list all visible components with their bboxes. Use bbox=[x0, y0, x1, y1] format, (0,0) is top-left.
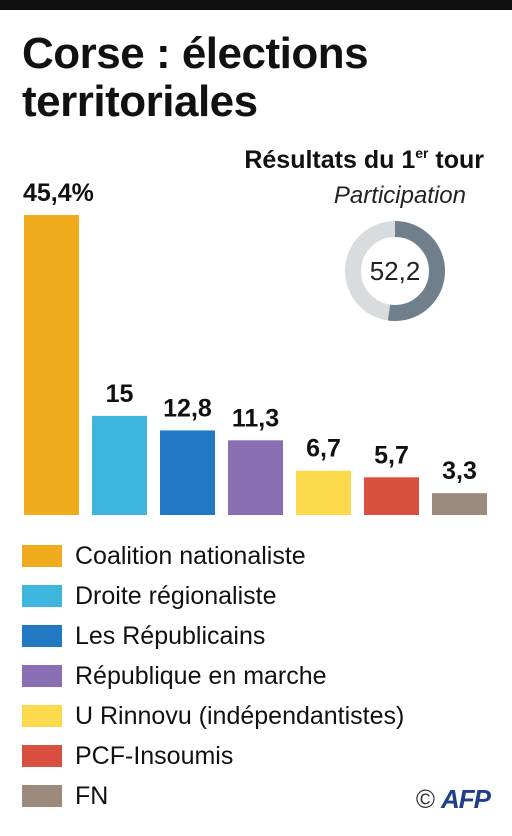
legend-item-republique-en-marche: République en marche bbox=[22, 656, 404, 696]
value-label-pcf-insoumis: 5,7 bbox=[374, 441, 409, 469]
legend-label-droite-regionaliste: Droite régionaliste bbox=[75, 581, 277, 610]
afp-logo: AFP bbox=[441, 784, 491, 814]
bar-pcf-insoumis bbox=[364, 477, 419, 515]
participation-donut-fill bbox=[345, 221, 445, 321]
legend-swatch-droite-regionaliste bbox=[22, 585, 62, 607]
legend-swatch-fn bbox=[22, 785, 62, 807]
value-label-coalition-nationaliste: 45,4% bbox=[23, 179, 94, 207]
value-label-u-rinnovu-independantistes: 6,7 bbox=[306, 435, 341, 463]
legend-label-pcf-insoumis: PCF-Insoumis bbox=[75, 741, 234, 770]
bar-les-republicains bbox=[160, 430, 215, 515]
legend-swatch-u-rinnovu-independantistes bbox=[22, 705, 62, 727]
credit: © AFP bbox=[415, 784, 491, 815]
participation-value: 52,2 bbox=[370, 256, 421, 286]
legend-swatch-republique-en-marche bbox=[22, 665, 62, 687]
value-label-republique-en-marche: 11,3 bbox=[232, 404, 279, 432]
bar-chart: 45,4% 15 12,8 11,3 6,7 5,7 3,3 52,2 bbox=[23, 179, 487, 515]
legend-swatch-pcf-insoumis bbox=[22, 745, 62, 767]
value-label-les-republicains: 12,8 bbox=[163, 394, 212, 422]
legend-item-droite-regionaliste: Droite régionaliste bbox=[22, 576, 404, 616]
legend-item-les-republicains: Les Républicains bbox=[22, 616, 404, 656]
chart-title: Corse : élections territoriales bbox=[22, 29, 369, 126]
legend-label-republique-en-marche: République en marche bbox=[75, 661, 327, 690]
value-label-fn: 3,3 bbox=[442, 457, 477, 485]
legend-item-u-rinnovu-independantistes: U Rinnovu (indépendantistes) bbox=[22, 696, 404, 736]
chart-subtitle: Résultats du 1er tour bbox=[244, 145, 484, 175]
legend-label-les-republicains: Les Républicains bbox=[75, 621, 266, 650]
legend-item-fn: FN bbox=[22, 776, 404, 816]
bar-coalition-nationaliste bbox=[24, 215, 79, 515]
participation-label: Participation bbox=[333, 182, 466, 209]
subtitle-text: Résultats du 1 bbox=[244, 146, 416, 174]
subtitle-ordinal: er bbox=[415, 145, 429, 161]
bar-droite-regionaliste bbox=[92, 415, 147, 515]
legend-swatch-les-republicains bbox=[22, 625, 62, 647]
subtitle-round: tour bbox=[428, 146, 484, 174]
legend-item-coalition-nationaliste: Coalition nationaliste bbox=[22, 536, 404, 576]
legend-label-coalition-nationaliste: Coalition nationaliste bbox=[75, 541, 306, 570]
bar-u-rinnovu-independantistes bbox=[296, 470, 351, 515]
copyright-symbol: © bbox=[415, 784, 435, 814]
bar-republique-en-marche bbox=[228, 440, 283, 515]
legend: Coalition nationaliste Droite régionalist… bbox=[22, 536, 404, 816]
top-rule bbox=[0, 0, 512, 10]
legend-label-u-rinnovu-independantistes: U Rinnovu (indépendantistes) bbox=[75, 701, 405, 730]
legend-swatch-coalition-nationaliste bbox=[22, 545, 62, 567]
bar-fn bbox=[432, 493, 487, 515]
legend-label-fn: FN bbox=[75, 781, 109, 810]
legend-item-pcf-insoumis: PCF-Insoumis bbox=[22, 736, 404, 776]
value-label-droite-regionaliste: 15 bbox=[106, 380, 134, 408]
